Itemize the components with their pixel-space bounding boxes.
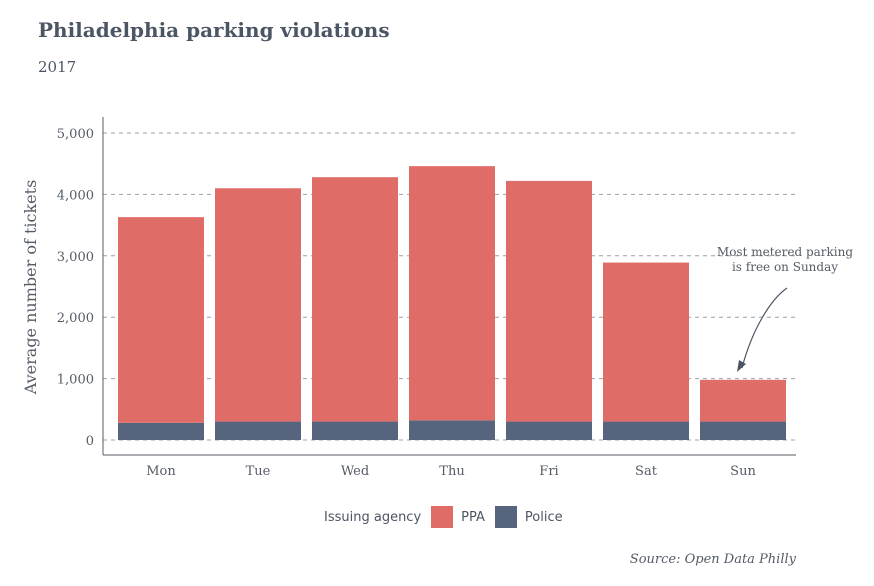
x-tick-label: Fri bbox=[539, 464, 558, 479]
y-axis-label: Average number of tickets bbox=[21, 180, 40, 396]
bar-police-mon bbox=[118, 422, 204, 440]
chart-subtitle: 2017 bbox=[38, 58, 77, 76]
legend-label-police: Police bbox=[524, 509, 563, 525]
bar-police-wed bbox=[312, 421, 398, 440]
bar-ppa-wed bbox=[312, 177, 398, 422]
y-tick-labels: 0 1,000 2,000 3,000 4,000 5,000 bbox=[57, 127, 94, 449]
bar-ppa-mon bbox=[118, 217, 204, 423]
annotation-line-2: is free on Sunday bbox=[732, 260, 838, 274]
bar-ppa-thu bbox=[409, 166, 495, 421]
legend-item-ppa: PPA bbox=[431, 506, 485, 528]
source-note: Source: Open Data Philly bbox=[629, 552, 796, 567]
legend-swatch-police bbox=[494, 506, 517, 528]
x-tick-label: Thu bbox=[439, 464, 464, 479]
bar-police-sat bbox=[603, 421, 689, 440]
bar-police-tue bbox=[215, 421, 301, 440]
x-tick-label: Sat bbox=[635, 464, 658, 479]
legend-swatch-ppa bbox=[431, 506, 454, 528]
bar-ppa-sat bbox=[603, 262, 689, 422]
annotation-arrow bbox=[741, 287, 788, 369]
y-tick-label: 1,000 bbox=[57, 373, 94, 388]
y-tick-label: 0 bbox=[86, 434, 94, 449]
x-tick-label: Wed bbox=[341, 464, 369, 479]
bar-ppa-fri bbox=[506, 180, 592, 422]
annotation-line-1: Most metered parking bbox=[717, 245, 853, 259]
legend-label-ppa: PPA bbox=[461, 509, 485, 525]
legend-item-police: Police bbox=[494, 506, 563, 528]
bar-ppa-sun bbox=[700, 379, 786, 422]
y-tick-label: 5,000 bbox=[57, 127, 94, 142]
annotation-arrowhead bbox=[737, 360, 746, 372]
bars bbox=[118, 166, 786, 440]
legend: Issuing agency PPA Police bbox=[324, 506, 563, 528]
bar-police-thu bbox=[409, 420, 495, 440]
legend-title: Issuing agency bbox=[324, 509, 422, 525]
bar-police-fri bbox=[506, 421, 592, 440]
bar-ppa-tue bbox=[215, 188, 301, 422]
x-tick-label: Sun bbox=[730, 464, 756, 479]
y-tick-label: 3,000 bbox=[57, 250, 94, 265]
y-tick-label: 2,000 bbox=[57, 311, 94, 326]
y-tick-label: 4,000 bbox=[57, 188, 94, 203]
chart-title: Philadelphia parking violations bbox=[38, 18, 390, 42]
bar-police-sun bbox=[700, 421, 786, 440]
x-tick-labels: Mon Tue Wed Thu Fri Sat Sun bbox=[146, 464, 756, 479]
x-tick-label: Mon bbox=[146, 464, 176, 479]
x-tick-label: Tue bbox=[246, 464, 271, 479]
